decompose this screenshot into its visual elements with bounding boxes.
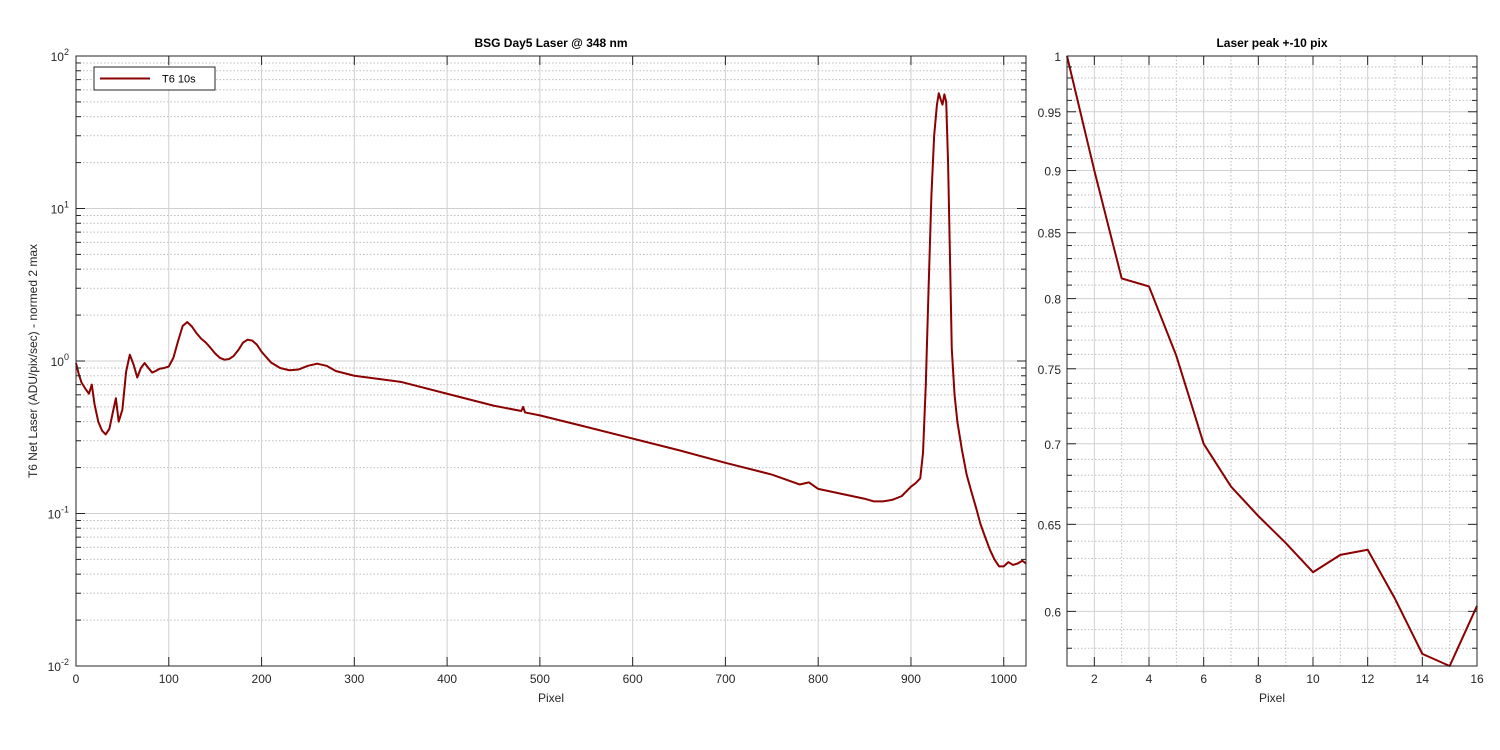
x-tick-label: 1000	[990, 672, 1017, 686]
x-tick-label: 300	[344, 672, 364, 686]
y-tick-label: 0.75	[1038, 363, 1062, 377]
x-tick-label: 2	[1091, 672, 1098, 686]
x-tick-label: 12	[1361, 672, 1375, 686]
x-tick-label: 0	[73, 672, 80, 686]
x-tick-label: 14	[1416, 672, 1430, 686]
y-tick-label: 101	[51, 200, 69, 217]
series-line-t6-10s	[75, 92, 1027, 568]
x-tick-label: 500	[530, 672, 550, 686]
peak-x-axis-label: Pixel	[1259, 691, 1285, 705]
x-tick-label: 8	[1255, 672, 1262, 686]
y-tick-label: 0.65	[1038, 518, 1062, 532]
main-y-axis-label: T6 Net Laser (ADU/pix/sec) - normed 2 ma…	[26, 244, 40, 478]
peak-plot-area	[1067, 56, 1477, 666]
x-tick-label: 10	[1306, 672, 1320, 686]
y-tick-label: 0.9	[1044, 165, 1061, 179]
x-tick-label: 800	[808, 672, 828, 686]
y-tick-label: 0.85	[1038, 227, 1062, 241]
x-tick-label: 4	[1146, 672, 1153, 686]
main-spectrum-chart: 10-2 10-1 100 101 102 0 100 200 300 400 500 600 700 8…	[26, 36, 1027, 705]
x-tick-label: 600	[623, 672, 643, 686]
legend-entry-label: T6 10s	[162, 74, 196, 86]
main-ticks: 10-2 10-1 100 101 102 0 100 200 300 400 500 600 700 8…	[48, 47, 1026, 686]
series-line-peak	[1066, 55, 1478, 667]
y-tick-label: 0.6	[1044, 605, 1061, 619]
y-tick-label: 100	[51, 352, 69, 369]
x-tick-label: 700	[715, 672, 735, 686]
x-tick-label: 16	[1470, 672, 1484, 686]
peak-chart-title: Laser peak +-10 pix	[1216, 36, 1327, 50]
legend[interactable]: T6 10s	[93, 66, 216, 91]
y-tick-label: 10-1	[48, 505, 69, 522]
main-chart-title: BSG Day5 Laser @ 348 nm	[474, 36, 627, 50]
y-tick-label: 0.8	[1044, 293, 1061, 307]
peak-series-line	[1066, 55, 1478, 667]
x-tick-label: 400	[437, 672, 457, 686]
x-tick-label: 100	[159, 672, 179, 686]
y-tick-label: 102	[51, 47, 69, 64]
y-tick-label: 0.7	[1044, 438, 1061, 452]
main-grid	[75, 55, 1026, 667]
y-tick-label: 0.95	[1038, 106, 1062, 120]
y-tick-label: 1	[1054, 50, 1061, 64]
legend-box	[93, 66, 216, 91]
peak-axes-box	[1066, 55, 1478, 667]
main-series-line	[75, 92, 1027, 568]
x-tick-label: 6	[1200, 672, 1207, 686]
x-tick-label: 900	[901, 672, 921, 686]
y-tick-label: 10-2	[48, 657, 69, 674]
main-x-axis-label: Pixel	[538, 691, 564, 705]
x-tick-label: 200	[252, 672, 272, 686]
